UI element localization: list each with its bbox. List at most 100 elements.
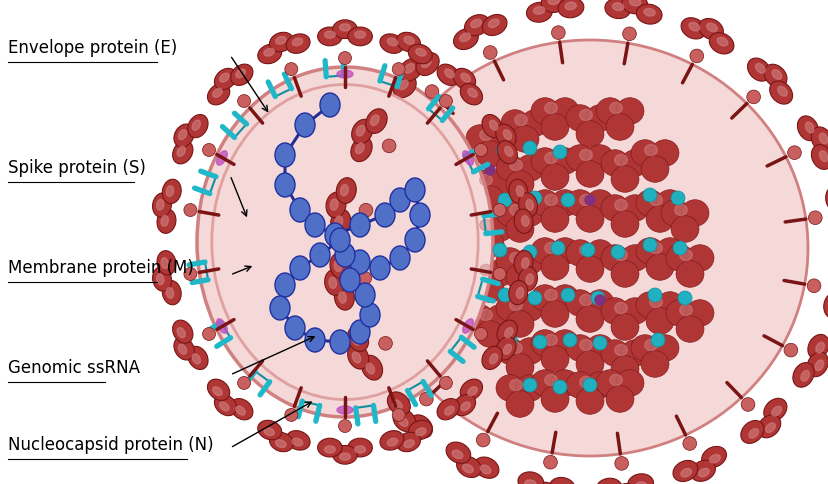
Ellipse shape — [551, 330, 578, 356]
Ellipse shape — [488, 19, 498, 28]
Ellipse shape — [258, 44, 282, 64]
Ellipse shape — [405, 228, 425, 252]
Ellipse shape — [415, 48, 426, 56]
Ellipse shape — [505, 171, 533, 197]
Ellipse shape — [479, 219, 492, 230]
Circle shape — [532, 335, 546, 349]
Ellipse shape — [811, 145, 828, 169]
Circle shape — [498, 193, 512, 207]
Text: Spike protein (S): Spike protein (S) — [8, 159, 146, 177]
Ellipse shape — [317, 438, 342, 457]
Ellipse shape — [541, 206, 568, 232]
Ellipse shape — [665, 300, 693, 326]
Ellipse shape — [495, 375, 523, 401]
Ellipse shape — [518, 193, 537, 217]
Ellipse shape — [610, 211, 638, 237]
Ellipse shape — [688, 22, 699, 31]
Ellipse shape — [614, 345, 627, 356]
Ellipse shape — [324, 31, 335, 38]
Circle shape — [392, 62, 405, 76]
Ellipse shape — [495, 200, 523, 227]
Ellipse shape — [479, 465, 490, 474]
Ellipse shape — [475, 186, 503, 212]
Ellipse shape — [398, 80, 407, 90]
Ellipse shape — [465, 170, 493, 197]
Ellipse shape — [187, 347, 208, 369]
Ellipse shape — [754, 63, 764, 73]
Ellipse shape — [579, 244, 591, 256]
Ellipse shape — [465, 260, 493, 287]
Circle shape — [358, 272, 371, 285]
Ellipse shape — [541, 164, 568, 190]
Ellipse shape — [679, 249, 691, 260]
Ellipse shape — [339, 268, 359, 292]
Ellipse shape — [645, 206, 673, 232]
Ellipse shape — [409, 415, 432, 438]
Ellipse shape — [635, 292, 663, 318]
Ellipse shape — [521, 215, 528, 226]
Ellipse shape — [541, 0, 566, 13]
Ellipse shape — [285, 316, 305, 340]
Ellipse shape — [660, 200, 688, 227]
Ellipse shape — [392, 75, 416, 98]
Ellipse shape — [305, 328, 325, 352]
Circle shape — [184, 268, 196, 280]
Ellipse shape — [230, 398, 253, 420]
Ellipse shape — [526, 199, 532, 210]
Ellipse shape — [349, 213, 369, 237]
Ellipse shape — [460, 73, 469, 82]
Ellipse shape — [566, 290, 594, 317]
Ellipse shape — [263, 428, 274, 436]
Ellipse shape — [709, 33, 733, 54]
Ellipse shape — [600, 298, 628, 324]
Ellipse shape — [372, 40, 807, 456]
Ellipse shape — [479, 129, 492, 140]
Ellipse shape — [219, 73, 229, 82]
Circle shape — [650, 333, 664, 347]
Ellipse shape — [460, 84, 482, 105]
Ellipse shape — [814, 360, 823, 371]
Circle shape — [610, 245, 624, 259]
Ellipse shape — [585, 240, 614, 266]
Circle shape — [493, 204, 505, 216]
Ellipse shape — [305, 213, 325, 237]
Ellipse shape — [456, 456, 481, 478]
Ellipse shape — [453, 68, 475, 90]
Ellipse shape — [585, 372, 614, 398]
Circle shape — [677, 291, 691, 305]
Ellipse shape — [485, 260, 513, 287]
Ellipse shape — [460, 379, 482, 400]
Circle shape — [806, 279, 820, 293]
Ellipse shape — [207, 84, 229, 105]
Ellipse shape — [515, 375, 543, 401]
Ellipse shape — [585, 105, 614, 131]
Circle shape — [746, 90, 759, 104]
Circle shape — [562, 333, 576, 347]
Ellipse shape — [635, 190, 663, 216]
Ellipse shape — [643, 8, 654, 16]
Ellipse shape — [156, 274, 164, 285]
Ellipse shape — [349, 320, 369, 344]
Ellipse shape — [747, 58, 769, 81]
Ellipse shape — [370, 115, 378, 125]
Ellipse shape — [649, 195, 662, 206]
Ellipse shape — [263, 48, 274, 56]
Ellipse shape — [361, 355, 382, 380]
Ellipse shape — [403, 36, 414, 44]
Circle shape — [622, 27, 636, 41]
Circle shape — [484, 165, 494, 175]
Ellipse shape — [566, 335, 594, 361]
Ellipse shape — [705, 23, 716, 32]
Ellipse shape — [575, 306, 604, 333]
Ellipse shape — [325, 223, 344, 247]
Ellipse shape — [579, 109, 591, 121]
Ellipse shape — [815, 342, 824, 353]
Ellipse shape — [156, 209, 176, 233]
Ellipse shape — [600, 150, 628, 176]
Ellipse shape — [482, 15, 507, 35]
Ellipse shape — [504, 328, 513, 338]
Ellipse shape — [416, 53, 439, 76]
Ellipse shape — [174, 124, 194, 147]
Circle shape — [476, 433, 489, 447]
Ellipse shape — [811, 127, 828, 151]
